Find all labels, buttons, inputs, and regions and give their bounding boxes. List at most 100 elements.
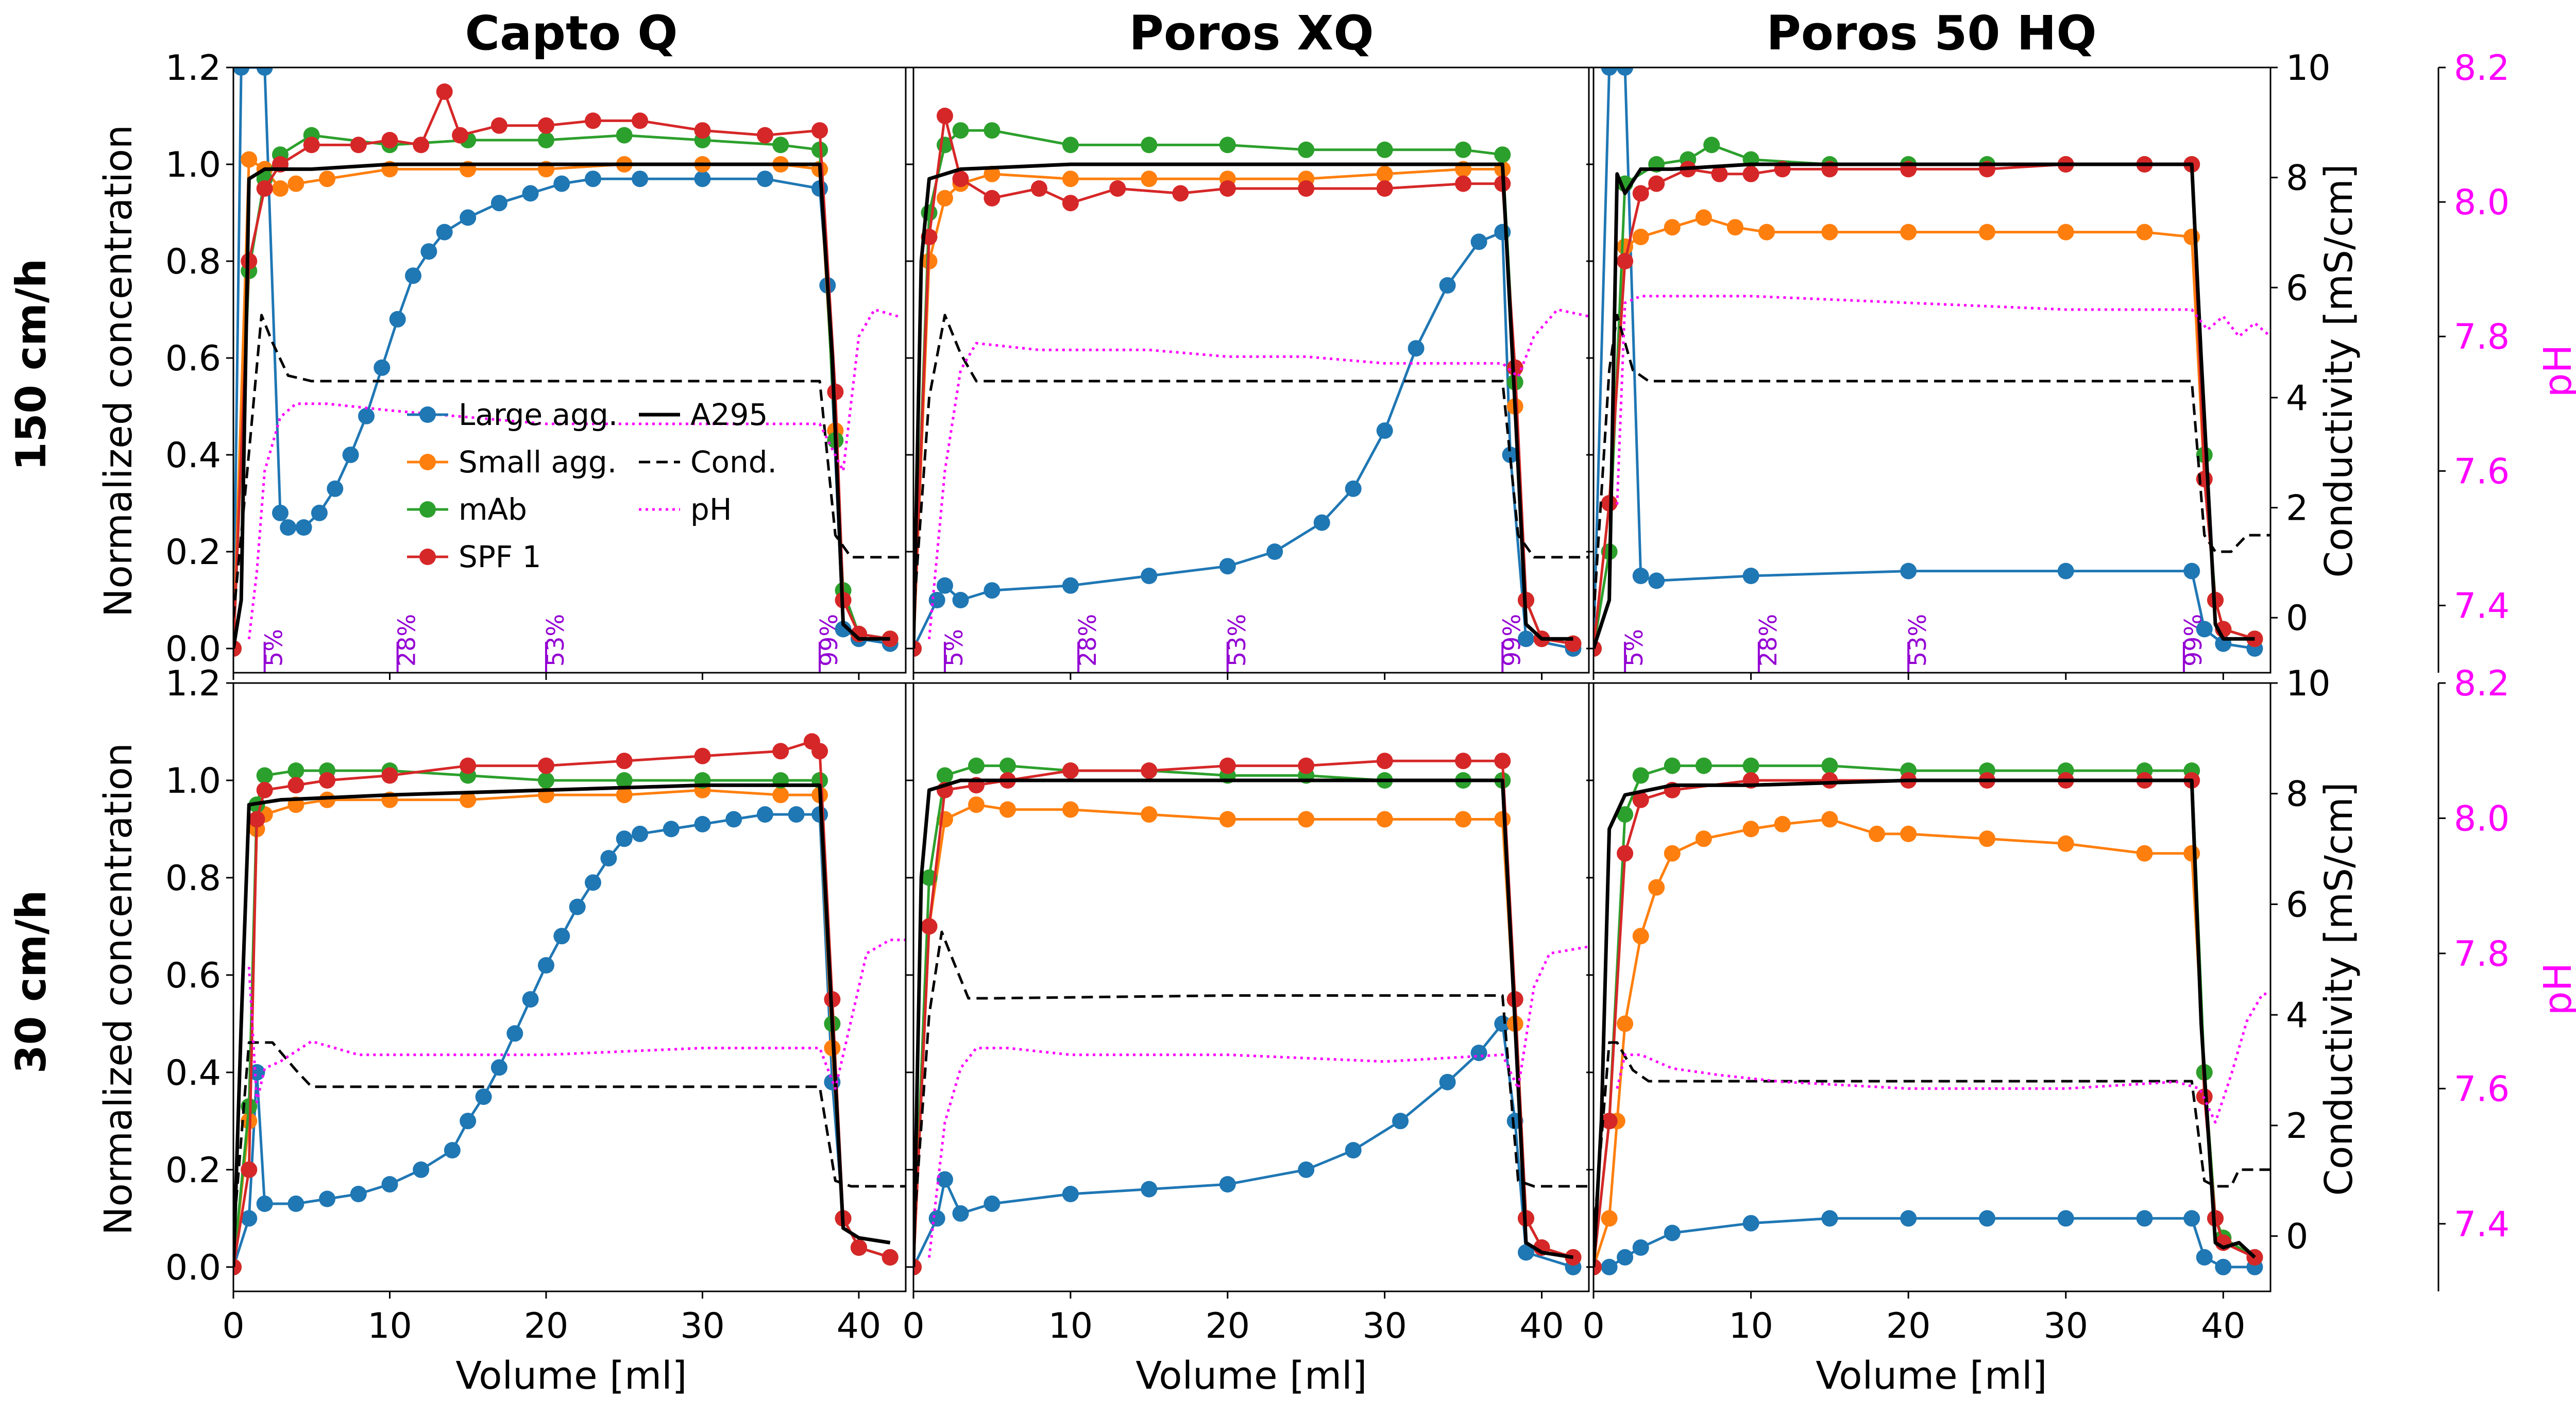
data-point-mab (968, 757, 985, 774)
data-point-large (984, 1195, 1001, 1212)
right-axis-labels: Conductivity [mS/cm] Conductivity [mS/cm… (2317, 164, 2576, 1196)
series-line-mab (913, 129, 1573, 649)
legend-label: Small agg. (459, 445, 617, 480)
data-point-spf (303, 137, 320, 154)
legend-item: Cond. (639, 445, 777, 480)
series-line-cond (1594, 1041, 2270, 1236)
legend-item: A295 (639, 397, 768, 432)
data-point-large (2136, 1210, 2153, 1227)
data-point-small (287, 175, 304, 192)
series-line-small (1594, 818, 2256, 1268)
data-point-spf (1494, 753, 1511, 770)
cond-tick-label: 8 (2286, 158, 2308, 199)
ylabel-left-top: Normalized concentration (96, 125, 141, 617)
data-point-mab (984, 122, 1001, 139)
ylabel-ph-bottom: pH (2536, 963, 2576, 1016)
data-point-large (1601, 1258, 1618, 1275)
data-point-large (1632, 568, 1649, 584)
data-point-large (725, 811, 742, 828)
series-line-spf (913, 759, 1574, 1267)
data-point-large (241, 1210, 258, 1227)
data-point-large (928, 592, 945, 608)
data-point-mab (616, 772, 633, 789)
series-line-mab (233, 134, 891, 649)
data-point-large (632, 171, 649, 187)
panel-frame (232, 66, 907, 674)
data-point-spf (694, 747, 711, 764)
data-point-mab (616, 127, 633, 144)
data-point-small (937, 190, 953, 207)
data-point-small (1141, 171, 1158, 187)
xtick-label: 30 (1362, 1306, 1407, 1346)
xtick-label: 30 (680, 1306, 725, 1346)
data-point-large (585, 171, 601, 187)
data-point-large (937, 1171, 953, 1188)
data-point-large (460, 1113, 477, 1130)
data-point-large (248, 1064, 265, 1081)
data-point-spf (1821, 772, 1838, 789)
breakthrough-label: 5% (260, 629, 288, 667)
cond-tick-label: 0 (2286, 1217, 2308, 1257)
data-point-small (241, 151, 258, 168)
data-point-spf (851, 1239, 867, 1256)
x-axis-labels: Volume [ml] Volume [ml] Volume [ml] (455, 1354, 2047, 1398)
data-point-large (436, 224, 453, 241)
xtick-label: 10 (1048, 1306, 1093, 1346)
data-point-small (1376, 165, 1393, 182)
ph-tick-label: 8.0 (2454, 182, 2510, 223)
xtick-label: 10 (367, 1306, 412, 1346)
ph-tick-label: 7.6 (2454, 451, 2510, 492)
xtick-label: 0 (1582, 1306, 1604, 1346)
data-point-spf (1219, 757, 1236, 774)
data-point-small (1632, 229, 1649, 245)
data-point-mab (1703, 137, 1720, 154)
breakthrough-label: 53% (1223, 614, 1251, 667)
data-point-small (1664, 845, 1681, 862)
row-title-150: 150 cm/h (7, 259, 55, 471)
data-point-spf (984, 190, 1001, 207)
series-line-small (913, 803, 1574, 1267)
breakthrough-label: 5% (1620, 629, 1648, 667)
data-point-large (522, 991, 539, 1008)
data-point-small (1979, 830, 1995, 847)
data-point-large (319, 1190, 336, 1207)
xtick-label: 0 (222, 1306, 244, 1346)
data-point-large (475, 1088, 492, 1105)
data-point-small (1062, 801, 1079, 818)
data-point-spf (913, 1258, 922, 1275)
data-point-small (1376, 811, 1393, 828)
data-point-large (460, 209, 477, 226)
data-point-spf (381, 767, 398, 784)
data-point-spf (1219, 180, 1236, 197)
data-point-spf (1648, 175, 1665, 192)
data-point-large (405, 267, 421, 284)
series-line-a295 (913, 162, 1573, 649)
plot-area: 5% 28% 53% 99% (1594, 67, 2270, 673)
ytick-label: 0.0 (165, 1248, 221, 1288)
data-point-large (1632, 1239, 1649, 1256)
data-point-small (319, 171, 336, 187)
series-line-a295 (233, 162, 890, 649)
series-line-a295 (233, 783, 891, 1267)
data-point-large (1617, 1249, 1634, 1266)
series-line-mab (913, 764, 1574, 1267)
legend-item: SPF 1 (407, 539, 541, 574)
data-point-spf (1455, 753, 1472, 770)
cond-tick-label: 4 (2286, 378, 2308, 419)
data-point-small (2183, 845, 2200, 862)
data-point-spf (287, 777, 304, 794)
data-point-small (2057, 224, 2074, 241)
xtick-label: 40 (837, 1306, 882, 1346)
data-point-small (1727, 219, 1743, 236)
data-point-large (1266, 543, 1283, 560)
data-point-spf (248, 811, 265, 828)
series-line-ph (1616, 993, 2270, 1124)
data-point-large (256, 1195, 273, 1212)
cond-tick-label: 2 (2286, 1106, 2308, 1147)
legend-marker (419, 501, 436, 518)
data-point-mab (921, 204, 938, 221)
cond-tick-label: 0 (2286, 598, 2308, 639)
data-point-small (1869, 825, 1885, 842)
data-point-small (272, 180, 289, 197)
